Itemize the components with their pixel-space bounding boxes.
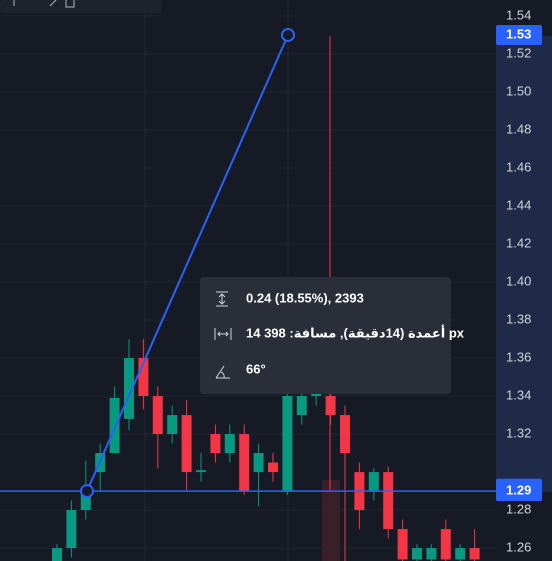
y-tick-label: 1.28: [506, 502, 531, 517]
tooltip-box: [200, 277, 451, 394]
candle-body: [210, 434, 221, 454]
measure-line: [86, 34, 289, 492]
angle-icon: [215, 365, 230, 379]
price-label-box: [496, 24, 542, 45]
tooltip-distance: 14 أعمدة (14دقيقة), مسافة: 398 px: [246, 324, 465, 340]
candle-body: [52, 548, 62, 561]
y-tick-label: 1.54: [506, 7, 531, 22]
candle-body: [152, 396, 163, 435]
candle-body: [181, 415, 192, 473]
candle-body: [138, 358, 149, 397]
y-tick-label: 1.46: [506, 159, 531, 174]
candle-body: [397, 529, 408, 560]
candle-body: [325, 396, 336, 416]
candle-body: [412, 548, 422, 560]
candle-body: [282, 396, 293, 492]
candle-body: [167, 415, 178, 435]
candle-body: [109, 397, 120, 454]
y-tick-label: 1.44: [506, 197, 531, 212]
candle-body: [383, 472, 394, 530]
y-tick-label: 1.48: [506, 121, 531, 136]
candle-body: [469, 548, 480, 560]
candle-body: [340, 415, 350, 454]
price-axis: 1.54 1.52 1.50 1.48 1.46 1.44 1.42 1.40 1.38 1.36…: [496, 7, 542, 555]
candle-body: [239, 434, 250, 492]
candle-body: [455, 548, 466, 560]
y-tick-label: 1.26: [506, 540, 531, 555]
tooltip-range: 0.24 (18.55%), 2393: [246, 290, 364, 305]
price-label: 1.53: [506, 26, 531, 41]
candle-body: [253, 453, 264, 473]
y-tick-label: 1.32: [506, 425, 531, 440]
y-tick-label: 1.42: [506, 235, 531, 250]
y-tick-label: 1.36: [506, 349, 531, 364]
y-tick-label: 1.50: [506, 83, 531, 98]
candle-body: [124, 358, 134, 419]
candle-body: [268, 462, 278, 473]
y-tick-label: 1.34: [506, 387, 531, 402]
candle-body: [426, 548, 437, 560]
axis-highlight: [496, 36, 552, 492]
measure-end: [281, 27, 295, 42]
toolbar[interactable]: [0, 0, 162, 13]
candle-body: [368, 472, 379, 492]
candle-body: [440, 529, 451, 560]
tooltip-angle: 66°: [246, 361, 266, 376]
candle-body: [80, 491, 91, 511]
price-label-box: [496, 481, 542, 502]
tooltip: 0.24 (18.55%), 2393 14 أعمدة (14دقيقة), …: [200, 277, 465, 394]
candle-body: [296, 396, 307, 416]
measure-start: [80, 484, 94, 499]
candle-body: [196, 470, 206, 473]
candle-body: [224, 434, 235, 454]
candle-body: [66, 510, 77, 549]
y-tick-label: 1.38: [506, 311, 531, 326]
highlight-zone: [322, 480, 340, 561]
y-tick-label: 1.52: [506, 45, 531, 60]
y-tick-label: 1.40: [506, 273, 531, 288]
overlay: [0, 27, 496, 499]
candles: [52, 339, 480, 561]
range-icon: [216, 291, 228, 307]
price-label: 1.29: [506, 483, 531, 498]
toolbar-icons[interactable]: [13, 0, 75, 8]
distance-icon: [214, 328, 232, 340]
